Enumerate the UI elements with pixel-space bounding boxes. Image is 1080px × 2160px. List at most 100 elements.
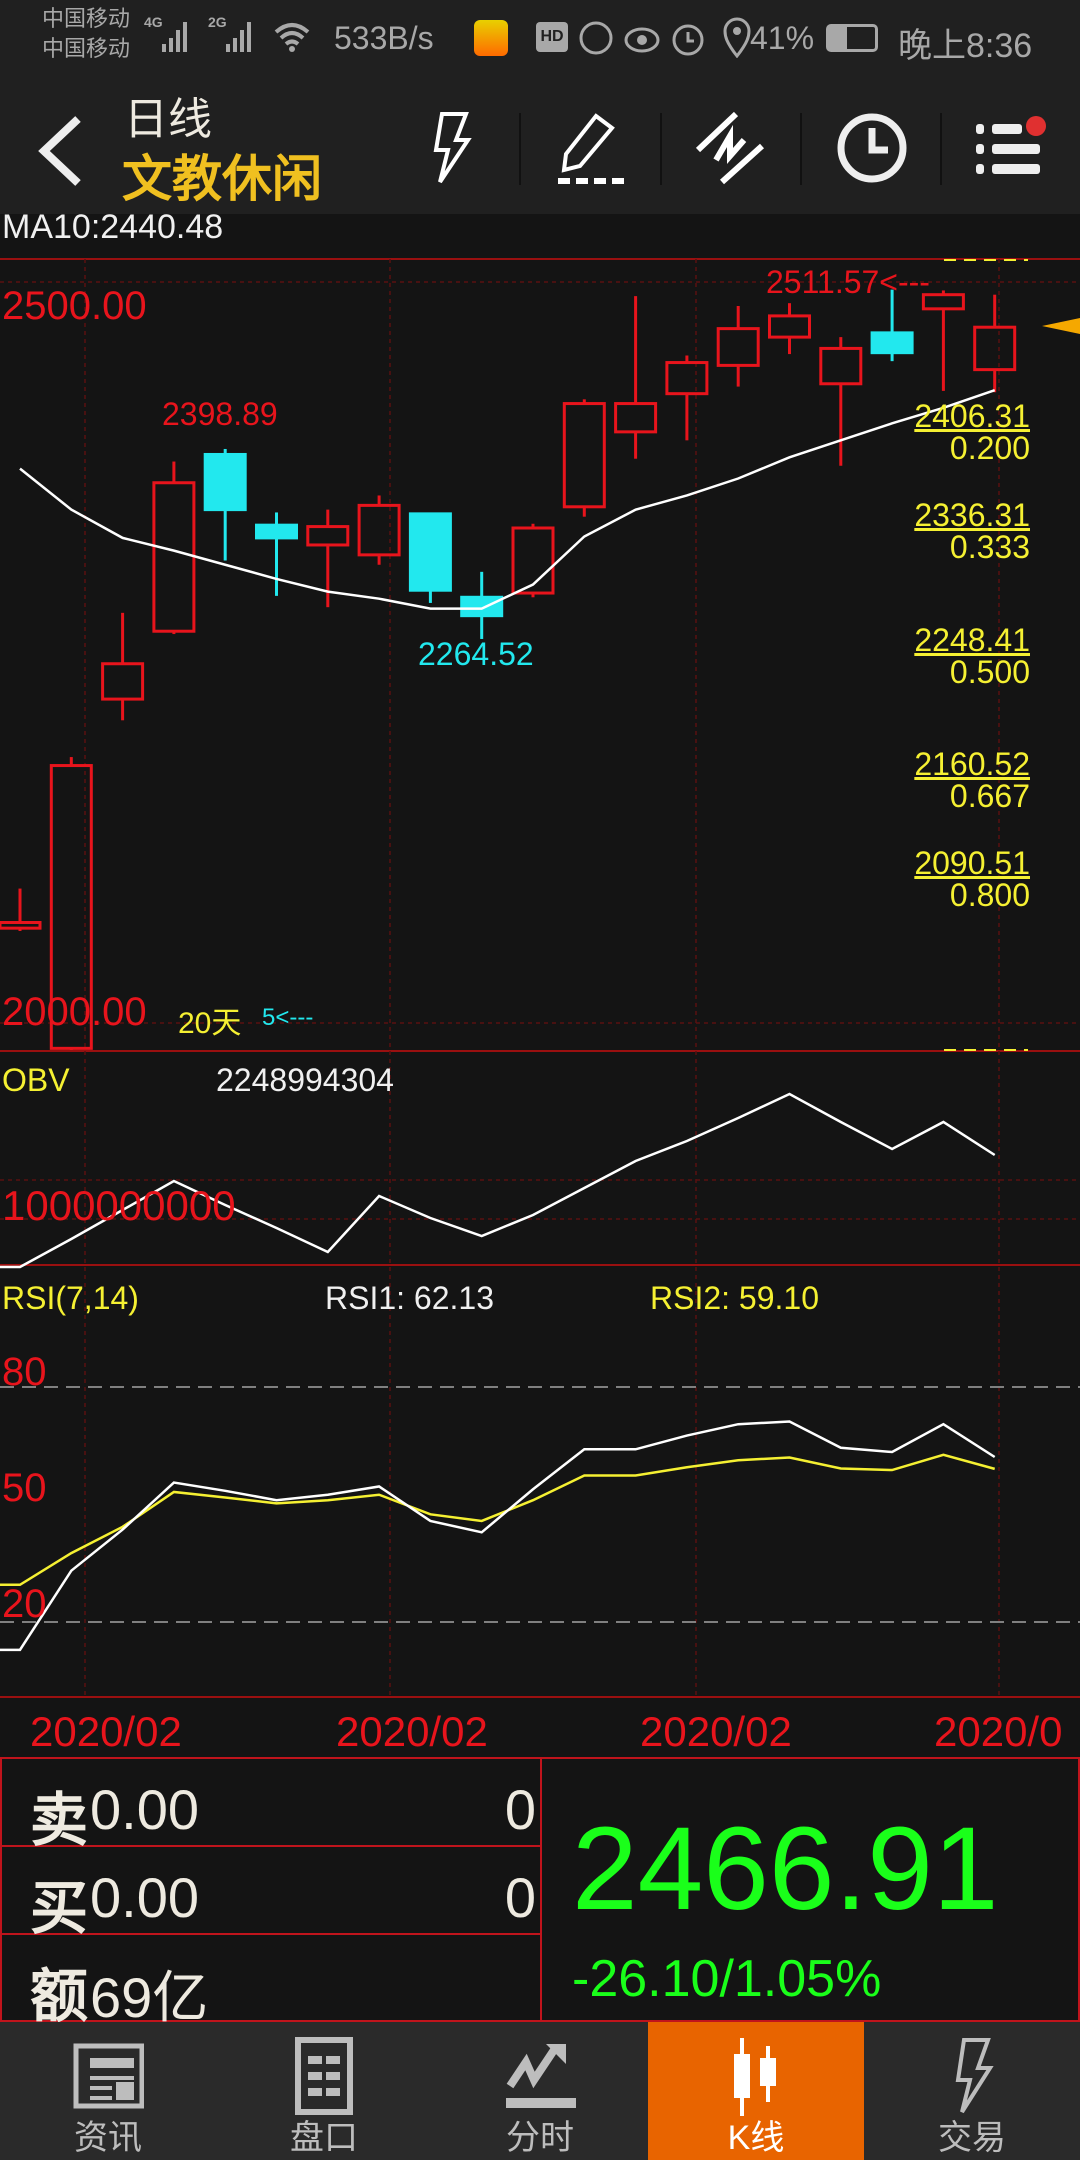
candle	[408, 512, 452, 603]
max-price-label: 2511.57<---	[766, 264, 930, 300]
bottom-nav: 资讯 盘口 分时 K线 交易	[0, 2022, 1080, 2160]
intraday-icon	[506, 2044, 576, 2108]
candle-body	[819, 346, 863, 386]
draw-button[interactable]	[550, 105, 630, 191]
fib-ratio: 0.200	[949, 430, 1030, 467]
tab-label: 资讯	[74, 2119, 142, 2157]
tab-order-book[interactable]: 盘口	[216, 2022, 432, 2160]
clock-icon	[837, 113, 907, 183]
candle	[357, 495, 401, 565]
price-change: -26.10/1.05%	[572, 1950, 882, 2008]
rsi-tick-20: 20	[2, 1582, 47, 1626]
candle-body	[921, 293, 965, 311]
fib-price: 2160.52	[914, 746, 1030, 783]
trade-lightning-icon	[955, 2038, 994, 2114]
status-bar: 中国移动 中国移动 4G 2G 533B/s HD 41% 晚上8:36	[0, 0, 1080, 83]
obv-title: OBV	[2, 1062, 70, 1098]
tab-kline[interactable]: K线	[648, 2022, 864, 2160]
candle	[460, 571, 504, 639]
lightning-icon	[433, 112, 472, 184]
candle	[255, 512, 298, 596]
candle	[49, 757, 93, 1050]
fib-price: 2248.41	[914, 621, 1030, 658]
candle	[0, 888, 42, 931]
pencil-icon	[558, 113, 624, 184]
candle-body	[562, 402, 606, 509]
candle-body	[768, 314, 811, 339]
candle-body	[357, 503, 401, 557]
menu-icon	[976, 116, 1046, 174]
ma-arrow-label: 5<---	[262, 1004, 314, 1031]
candle-body	[408, 512, 452, 592]
fib-price: 2336.31	[914, 497, 1030, 534]
candle	[203, 448, 247, 561]
sector-title: 文教休闲	[122, 151, 322, 207]
candle	[306, 509, 350, 608]
candle-body	[460, 595, 504, 618]
candle	[819, 337, 863, 466]
ma10-line	[19, 388, 996, 610]
tab-label: K线	[727, 2119, 785, 2157]
tab-intraday[interactable]: 分时	[432, 2022, 648, 2160]
ma10-label: MA10:2440.48	[2, 208, 224, 246]
fib-level-label: 2248.41 0.500	[914, 624, 1030, 688]
menu-button[interactable]	[968, 105, 1048, 191]
rsi-title: RSI(7,14)	[2, 1280, 139, 1316]
candle	[768, 303, 811, 355]
signal-icon	[162, 22, 251, 52]
sell-row: 卖 0.00 0	[2, 1759, 542, 1853]
rsi-tick-80: 80	[2, 1350, 47, 1394]
rsi1-line	[0, 1420, 996, 1652]
candle-body	[716, 327, 760, 367]
candle	[101, 612, 145, 721]
candle-body	[203, 452, 247, 512]
candle-body	[665, 361, 709, 396]
top-bar: 日线 文教休闲	[0, 83, 1080, 214]
candle-body	[870, 331, 914, 355]
period-days-label: 20天	[178, 1007, 242, 1040]
fib-level-label: 2090.51 0.800	[914, 847, 1030, 911]
candle	[562, 399, 606, 517]
tab-label: 分时	[506, 2119, 574, 2157]
amount-row: 额 69亿	[2, 1935, 542, 2029]
back-button[interactable]	[30, 111, 90, 191]
chart-canvas[interactable]	[0, 0, 1080, 1757]
net-speed: 533B/s	[334, 20, 434, 56]
buy-volume: 0	[504, 1866, 536, 1929]
tab-label: 交易	[938, 2119, 1006, 2157]
date-label: 2020/02	[336, 1708, 488, 1755]
order-book-icon	[295, 2037, 353, 2115]
clock-time: 晚上8:36	[898, 27, 1033, 65]
message-icon	[474, 20, 508, 56]
candlestick-icon	[734, 2038, 776, 2116]
current-price-marker-icon	[1042, 318, 1080, 334]
candle	[870, 289, 914, 362]
divider	[800, 113, 802, 185]
amount-value: 69亿	[90, 1966, 209, 2029]
candle	[665, 355, 709, 441]
candle	[716, 306, 760, 387]
tab-news[interactable]: 资讯	[0, 2022, 216, 2160]
period-title: 日线	[124, 95, 212, 144]
quote-panel: 卖 0.00 0 买 0.00 0 额 69亿 2466.91 -26.10/1…	[0, 1757, 1080, 2029]
buy-price: 0.00	[90, 1866, 199, 1929]
carrier-2: 中国移动	[42, 36, 131, 61]
divider	[940, 113, 942, 185]
obv-line	[0, 1092, 996, 1269]
line-draw-icon	[695, 111, 765, 185]
buy-label: 买	[30, 1876, 89, 1941]
fib-ratio: 0.800	[949, 877, 1030, 914]
candle-body	[0, 921, 42, 930]
carrier-1: 中国移动	[42, 6, 131, 31]
candle-body	[511, 526, 555, 595]
lightning-button[interactable]	[412, 105, 492, 191]
fib-ratio: 0.500	[949, 653, 1030, 690]
history-button[interactable]	[832, 105, 912, 191]
y-axis-top-label: 2500.00	[2, 284, 147, 328]
battery-icon	[826, 24, 878, 52]
line-tool-button[interactable]	[690, 105, 770, 191]
fib-level-label: 2336.31 0.333	[914, 499, 1030, 563]
obv-value: 2248994304	[216, 1062, 394, 1098]
tab-trade[interactable]: 交易	[864, 2022, 1080, 2160]
hd-icon: HD	[536, 22, 568, 52]
